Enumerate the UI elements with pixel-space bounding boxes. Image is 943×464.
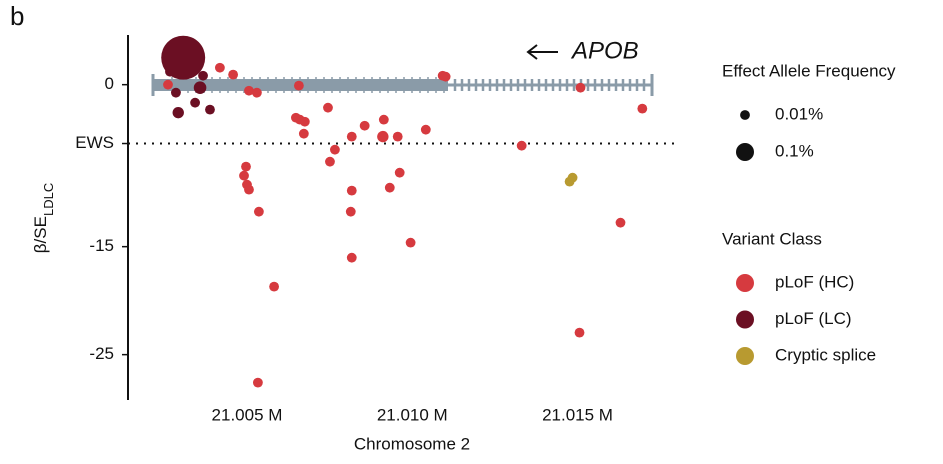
x-tick-label: 21.010 M <box>377 405 448 424</box>
point <box>516 140 527 151</box>
point <box>405 237 416 248</box>
point <box>345 206 356 217</box>
x-axis-title: Chromosome 2 <box>354 434 470 453</box>
point <box>392 131 403 142</box>
size-legend-key <box>740 110 750 120</box>
y-axis-title-main: β/SE <box>31 216 50 253</box>
legend-key <box>736 347 754 365</box>
gene-label: APOB <box>570 37 639 64</box>
y-tick-label: EWS <box>75 133 114 152</box>
legend-label: Cryptic splice <box>775 345 876 364</box>
point <box>198 70 208 81</box>
point <box>293 80 304 91</box>
size-legend-label: 0.01% <box>775 104 823 123</box>
point <box>253 377 263 388</box>
point <box>359 120 370 131</box>
point <box>384 182 395 193</box>
size-legend-label: 0.1% <box>775 141 814 160</box>
point <box>323 102 333 113</box>
panel-label: b <box>10 1 24 31</box>
color-legend-title: Variant Class <box>722 229 822 248</box>
point <box>214 62 225 73</box>
point <box>205 104 215 115</box>
point <box>172 106 184 119</box>
point <box>228 69 239 80</box>
y-axis-title: β/SELDLC <box>31 183 55 253</box>
point <box>299 116 310 127</box>
x-tick-label: 21.005 M <box>212 405 283 424</box>
point <box>330 144 340 155</box>
point <box>190 97 200 108</box>
arrow-head <box>526 44 538 60</box>
point <box>269 281 279 292</box>
point <box>239 170 249 181</box>
point <box>637 103 648 114</box>
point <box>241 161 251 172</box>
y-tick-label: -25 <box>89 344 114 363</box>
point <box>325 156 335 167</box>
point <box>298 128 309 139</box>
point <box>161 35 206 80</box>
point <box>575 82 586 93</box>
legend-label: pLoF (LC) <box>775 309 852 328</box>
point <box>252 87 262 98</box>
point <box>193 81 207 94</box>
point <box>440 71 451 82</box>
point <box>567 172 578 183</box>
size-legend-key <box>736 143 754 161</box>
point <box>377 130 389 143</box>
y-tick-label: 0 <box>105 74 114 93</box>
point <box>171 87 181 98</box>
point <box>244 85 254 96</box>
point <box>574 327 585 338</box>
point <box>253 206 264 217</box>
point <box>615 217 626 228</box>
y-tick-label: -15 <box>89 236 114 255</box>
legend-key <box>736 274 754 292</box>
point <box>244 184 254 195</box>
size-legend-title: Effect Allele Frequency <box>722 61 896 80</box>
point <box>346 131 357 142</box>
point <box>394 167 405 178</box>
point <box>378 114 389 125</box>
legend-key <box>736 310 754 329</box>
point <box>163 79 173 90</box>
legend-label: pLoF (HC) <box>775 272 854 291</box>
point <box>346 252 357 263</box>
x-tick-label: 21.015 M <box>542 405 613 424</box>
point <box>420 124 431 135</box>
point <box>346 185 357 196</box>
y-axis-title-sub: LDLC <box>41 183 56 216</box>
